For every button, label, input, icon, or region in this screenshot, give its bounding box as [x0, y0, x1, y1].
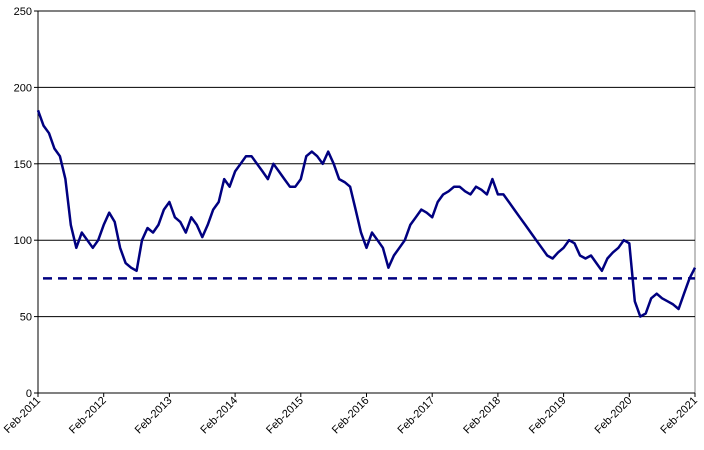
x-tick-label: Feb-2011 [2, 395, 43, 436]
x-tick-label: Feb-2019 [527, 395, 569, 437]
x-tick-label: Feb-2013 [133, 395, 175, 437]
x-tick-label: Feb-2014 [198, 395, 240, 437]
x-tick-label: Feb-2018 [461, 395, 503, 437]
data-line [36, 109, 697, 318]
x-tick-label: Feb-2016 [330, 395, 372, 437]
y-tick-label: 50 [20, 312, 32, 324]
y-tick-label: 0 [26, 388, 32, 400]
y-tick-label: 100 [14, 235, 32, 247]
y-tick-label: 250 [14, 6, 32, 18]
x-tick-label: Feb-2017 [396, 395, 438, 437]
x-tick-label: Feb-2021 [658, 395, 700, 437]
y-tick-label: 200 [14, 82, 32, 94]
x-tick-label: Feb-2020 [593, 395, 635, 437]
x-tick-label: Feb-2012 [67, 395, 109, 437]
plot-area [37, 10, 696, 394]
y-tick-label: 150 [14, 159, 32, 171]
x-tick-label: Feb-2015 [264, 395, 306, 437]
